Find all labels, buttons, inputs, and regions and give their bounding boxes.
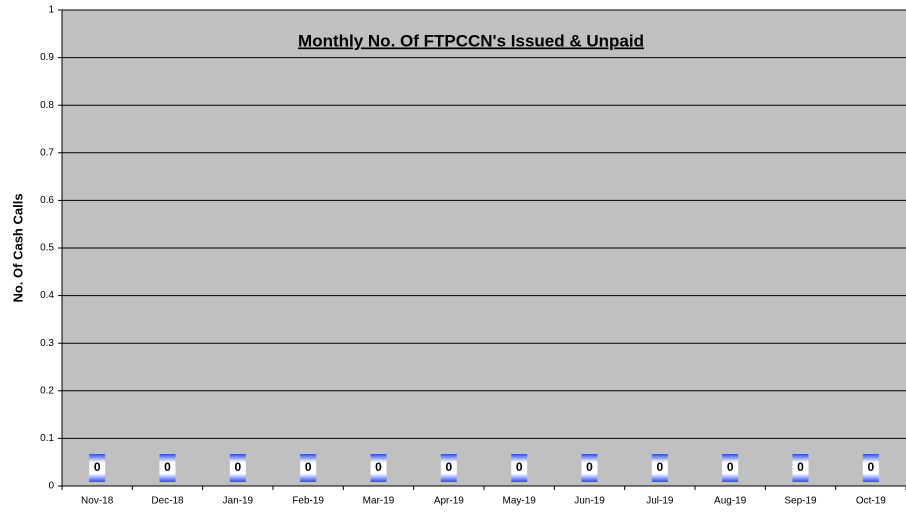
x-tick-label: Aug-19: [714, 496, 747, 507]
data-label-box: [440, 454, 457, 482]
data-label: 0: [375, 460, 382, 474]
y-tick-label: 0.5: [40, 243, 54, 254]
y-tick-label: 0: [48, 481, 54, 492]
x-tick-label: Jun-19: [574, 496, 605, 507]
y-tick-label: 1: [48, 5, 54, 16]
data-label-box: [722, 454, 739, 482]
data-label: 0: [164, 460, 171, 474]
y-tick-label: 0.2: [40, 385, 54, 396]
data-label: 0: [445, 460, 452, 474]
data-label-box: [862, 454, 879, 482]
x-tick-label: Dec-18: [151, 496, 184, 507]
data-label-box: [89, 454, 106, 482]
chart-title: Monthly No. Of FTPCCN's Issued & Unpaid: [298, 31, 644, 50]
data-label: 0: [867, 460, 874, 474]
data-label-box: [581, 454, 598, 482]
data-label: 0: [94, 460, 101, 474]
x-tick-label: May-19: [502, 496, 536, 507]
y-tick-label: 0.4: [40, 290, 54, 301]
y-tick-label: 0.8: [40, 100, 54, 111]
data-label-box: [159, 454, 176, 482]
x-tick-label: Jul-19: [646, 496, 674, 507]
x-tick-label: Sep-19: [784, 496, 817, 507]
data-label: 0: [516, 460, 523, 474]
data-label-box: [229, 454, 246, 482]
data-label-box: [651, 454, 668, 482]
y-tick-label: 0.1: [40, 433, 54, 444]
x-tick-label: Mar-19: [363, 496, 395, 507]
y-tick-label: 0.3: [40, 338, 54, 349]
x-tick-label: Jan-19: [223, 496, 254, 507]
data-label-box: [511, 454, 528, 482]
data-label: 0: [586, 460, 593, 474]
data-label: 0: [727, 460, 734, 474]
data-label: 0: [234, 460, 241, 474]
x-tick-label: Apr-19: [434, 496, 464, 507]
data-label-box: [370, 454, 387, 482]
data-label: 0: [656, 460, 663, 474]
x-tick-label: Oct-19: [856, 496, 886, 507]
x-tick-label: Nov-18: [81, 496, 114, 507]
data-label-box: [300, 454, 317, 482]
data-label: 0: [797, 460, 804, 474]
y-tick-label: 0.9: [40, 52, 54, 63]
x-tick-label: Feb-19: [292, 496, 324, 507]
y-tick-label: 0.7: [40, 147, 54, 158]
data-label: 0: [305, 460, 312, 474]
data-label-box: [792, 454, 809, 482]
y-tick-label: 0.6: [40, 195, 54, 206]
y-axis-label: No. Of Cash Calls: [10, 193, 25, 302]
